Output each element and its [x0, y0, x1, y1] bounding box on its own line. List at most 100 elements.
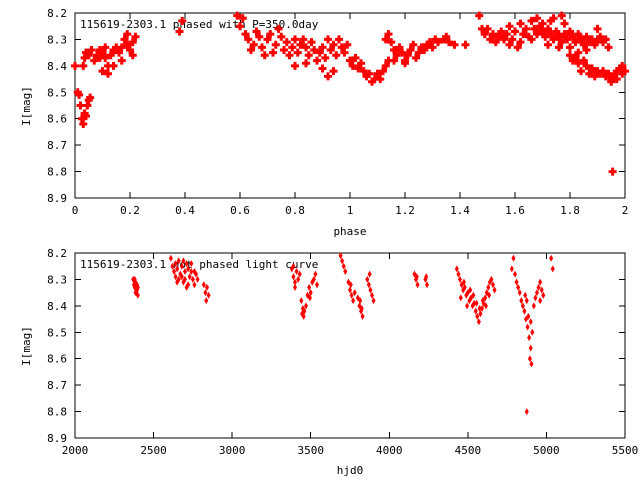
data-point: [557, 11, 566, 20]
data-point: [269, 48, 277, 57]
data-point: [178, 16, 187, 25]
x-axis-label: phase: [333, 225, 366, 238]
plot-frame: [74, 12, 626, 199]
data-point: [538, 297, 543, 305]
data-point: [172, 268, 176, 275]
data-point: [406, 46, 415, 54]
data-point: [517, 289, 522, 297]
data-point: [293, 278, 297, 286]
data-point: [403, 51, 412, 60]
data-point: [324, 35, 332, 44]
y-tick-label: 8.2: [47, 247, 67, 260]
data-point: [492, 286, 497, 294]
x-tick-label: 2: [622, 204, 629, 217]
data-point: [288, 43, 297, 52]
data-point: [249, 40, 258, 49]
data-point: [582, 46, 591, 54]
x-tick-label: 0: [72, 204, 79, 217]
data-point: [465, 302, 470, 310]
data-point: [601, 35, 610, 44]
data-point: [607, 77, 616, 86]
data-point: [354, 64, 363, 73]
data-point: [527, 16, 536, 25]
data-point: [563, 35, 572, 44]
x-tick-label: 4500: [455, 444, 482, 457]
data-point: [574, 48, 583, 57]
data-point: [486, 283, 491, 291]
data-point: [456, 270, 461, 278]
data-point: [95, 53, 104, 62]
data-point: [82, 112, 90, 121]
data-point: [101, 43, 110, 52]
data-point: [318, 43, 327, 52]
data-point: [523, 291, 528, 299]
data-point: [93, 51, 101, 60]
data-point: [604, 69, 613, 78]
data-point: [450, 40, 459, 49]
data-point: [296, 275, 301, 283]
data-point: [468, 286, 473, 294]
data-point: [131, 32, 140, 41]
data-point: [571, 53, 580, 62]
data-point: [302, 59, 310, 68]
data-point: [530, 24, 539, 33]
data-point: [582, 32, 591, 41]
data-point: [236, 22, 244, 31]
data-point: [458, 275, 462, 283]
data-point: [241, 30, 250, 39]
data-point: [123, 40, 132, 49]
data-point: [183, 275, 187, 283]
data-point: [489, 275, 494, 283]
data-point: [371, 297, 376, 305]
data-point: [401, 59, 409, 68]
data-point: [329, 40, 338, 49]
data-point: [519, 30, 528, 39]
data-point: [475, 312, 480, 320]
data-point: [486, 35, 495, 44]
data-point: [311, 275, 316, 283]
data-point: [585, 69, 594, 78]
data-point: [368, 286, 373, 294]
data-point: [170, 262, 175, 270]
data-point: [175, 265, 180, 273]
data-point: [409, 40, 418, 49]
data-point: [315, 281, 319, 289]
data-point: [546, 30, 555, 39]
data-point: [244, 35, 253, 44]
data-point: [294, 268, 299, 275]
data-point: [533, 14, 541, 23]
data-point: [590, 72, 599, 81]
chart-title: 115619-2303.1 phased with P=350.0day: [80, 18, 319, 31]
data-point: [349, 291, 354, 299]
data-point: [483, 302, 488, 310]
data-point: [477, 305, 482, 312]
data-point: [538, 278, 543, 286]
data-point: [505, 40, 514, 49]
data-point: [126, 46, 134, 54]
data-point: [80, 53, 89, 62]
data-point: [86, 93, 95, 102]
data-point: [135, 283, 140, 291]
data-point: [307, 38, 316, 47]
data-point: [117, 43, 126, 52]
data-point: [285, 51, 294, 60]
data-point: [535, 289, 539, 297]
data-point: [307, 283, 312, 291]
data-point: [379, 67, 387, 76]
data-point: [299, 297, 304, 305]
data-point: [247, 46, 255, 54]
data-point: [357, 59, 365, 68]
data-point: [560, 19, 569, 28]
data-point: [206, 291, 211, 299]
data-point: [566, 43, 574, 52]
data-point: [282, 38, 291, 47]
data-point: [566, 51, 574, 60]
data-point: [338, 252, 343, 260]
data-point: [326, 46, 335, 54]
data-point: [318, 64, 327, 73]
data-point: [524, 32, 533, 41]
data-point: [128, 51, 137, 60]
data-point: [541, 32, 550, 41]
data-point: [593, 35, 602, 44]
data-point: [568, 32, 577, 41]
